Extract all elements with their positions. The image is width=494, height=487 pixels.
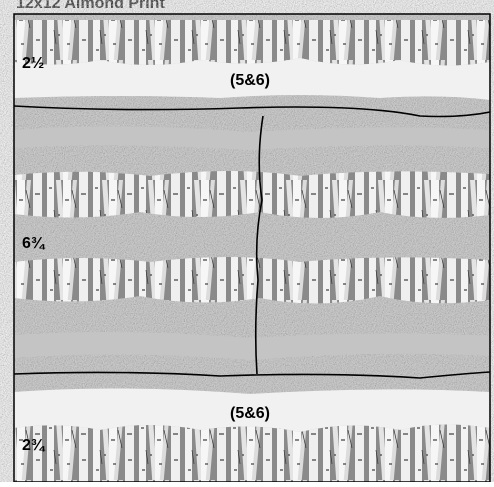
birch-band — [14, 20, 490, 66]
cut-line — [13, 371, 491, 379]
cut-lines — [13, 105, 491, 379]
birch-band — [14, 424, 490, 482]
measure-label: 2¾ — [22, 437, 46, 454]
white-strip — [14, 388, 490, 432]
title: 12x12 Almond Print — [16, 0, 165, 12]
white-strip — [14, 58, 490, 100]
cut-line — [13, 105, 491, 118]
piece-label: (5&6) — [230, 72, 270, 89]
measure-label: 6¾ — [22, 235, 46, 252]
birch-band — [14, 171, 490, 218]
print-area — [14, 14, 490, 482]
piece-label: (5&6) — [230, 405, 270, 422]
gray-strip — [14, 332, 490, 360]
cut-line — [254, 115, 264, 375]
birch-band — [14, 257, 490, 304]
measure-label: 2½ — [22, 55, 44, 72]
gray-strip — [14, 126, 490, 150]
